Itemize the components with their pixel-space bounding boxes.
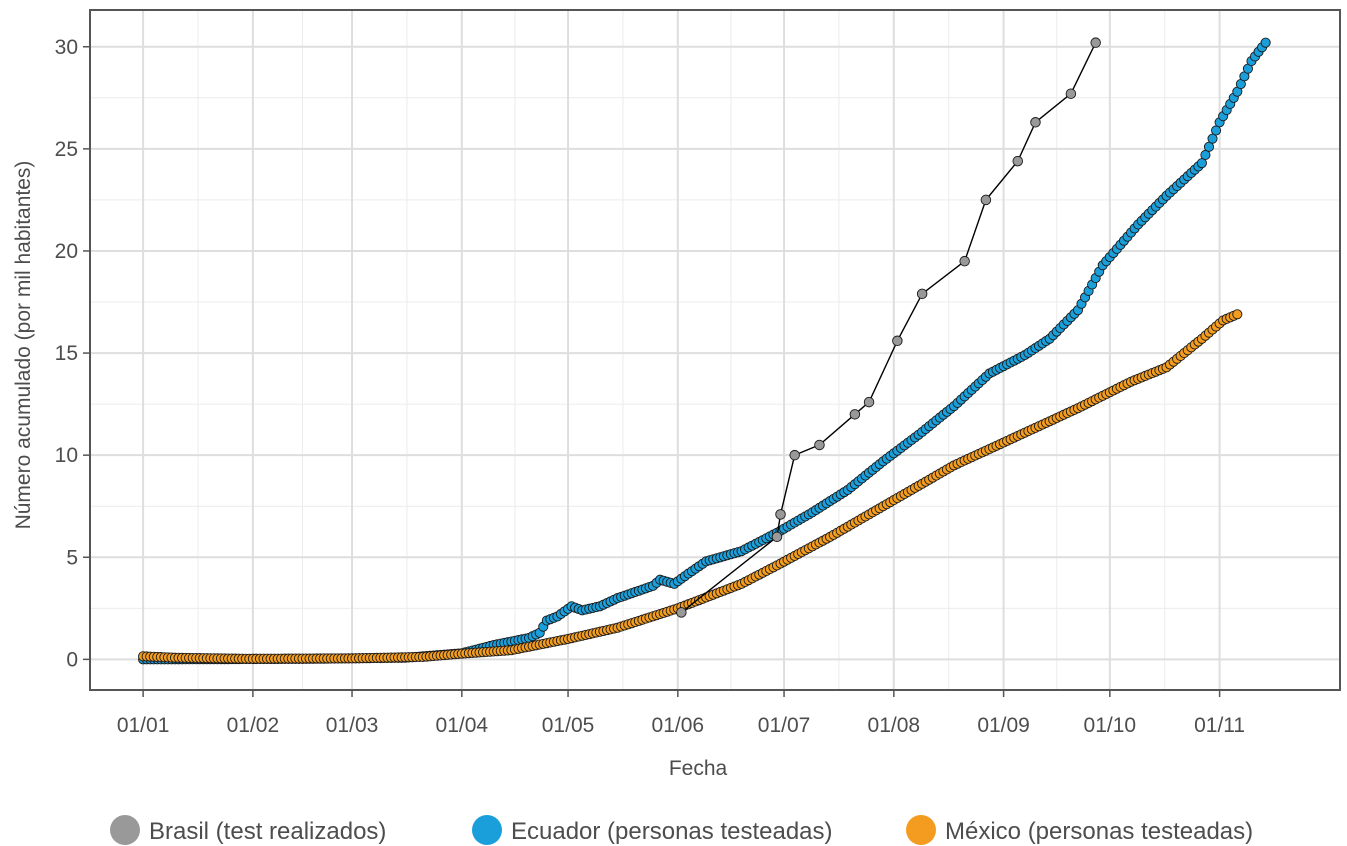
legend-item: Brasil (test realizados) [110,815,386,845]
data-point [789,449,800,461]
x-tick-label: 01/09 [977,714,1030,737]
data-point [916,288,928,300]
x-tick-label: 01/05 [542,714,595,737]
data-point [676,607,687,618]
y-tick-label: 30 [55,36,78,59]
x-tick-label: 01/11 [1194,714,1245,737]
series-1-group [138,37,1271,665]
legend-item: Ecuador (personas testeadas) [472,815,833,845]
legend-label: México (personas testeadas) [945,818,1253,845]
legend: Brasil (test realizados) Ecuador (persona… [110,815,1253,845]
y-axis-title: Número acumulado (por mil habitantes) [12,161,35,530]
x-tick-label: 01/03 [326,714,379,737]
data-point [959,255,970,267]
y-tick-label: 15 [55,342,78,365]
x-axis-title: Fecha [669,757,728,780]
legend-label: Brasil (test realizados) [149,818,386,845]
y-tick-labels: 0 5 10 15 20 25 30 [55,36,78,672]
axis-ticks [83,46,1221,697]
legend-swatch [110,815,140,845]
major-gridlines [90,10,1340,690]
x-tick-label: 01/02 [227,714,280,737]
series-2-group [138,309,1243,664]
minor-gridlines [90,10,1340,690]
data-point [1030,117,1041,128]
data-point [1012,155,1024,167]
data-point [849,409,861,420]
x-tick-label: 01/01 [117,714,170,737]
legend-label: Ecuador (personas testeadas) [511,818,833,845]
data-point [771,531,783,543]
data-point [1260,37,1271,48]
data-point [775,509,786,520]
data-point [863,396,875,408]
x-tick-label: 01/08 [868,714,921,737]
data-point [1232,309,1243,320]
x-tick-label: 01/07 [758,714,811,737]
legend-swatch [906,815,936,845]
x-tick-label: 01/06 [652,714,705,737]
y-tick-label: 25 [55,138,78,161]
y-tick-label: 20 [55,240,78,263]
series-line [680,42,1097,613]
legend-swatch [472,815,502,845]
data-point [980,194,992,206]
x-tick-label: 01/10 [1084,714,1137,737]
y-tick-label: 10 [55,444,78,467]
data-point [892,335,903,347]
x-tick-labels: 01/01 01/02 01/03 01/04 01/05 01/06 01/07 01/08… [117,714,1245,737]
series-layer [138,37,1271,665]
x-tick-label: 01/04 [436,714,489,737]
y-tick-label: 0 [66,648,78,671]
data-point [814,439,825,451]
y-tick-label: 5 [66,546,78,569]
series-0-group [676,37,1101,618]
data-point [1065,88,1077,99]
panel-border [89,9,1341,691]
legend-item: México (personas testeadas) [906,815,1253,845]
data-point [1090,37,1101,48]
